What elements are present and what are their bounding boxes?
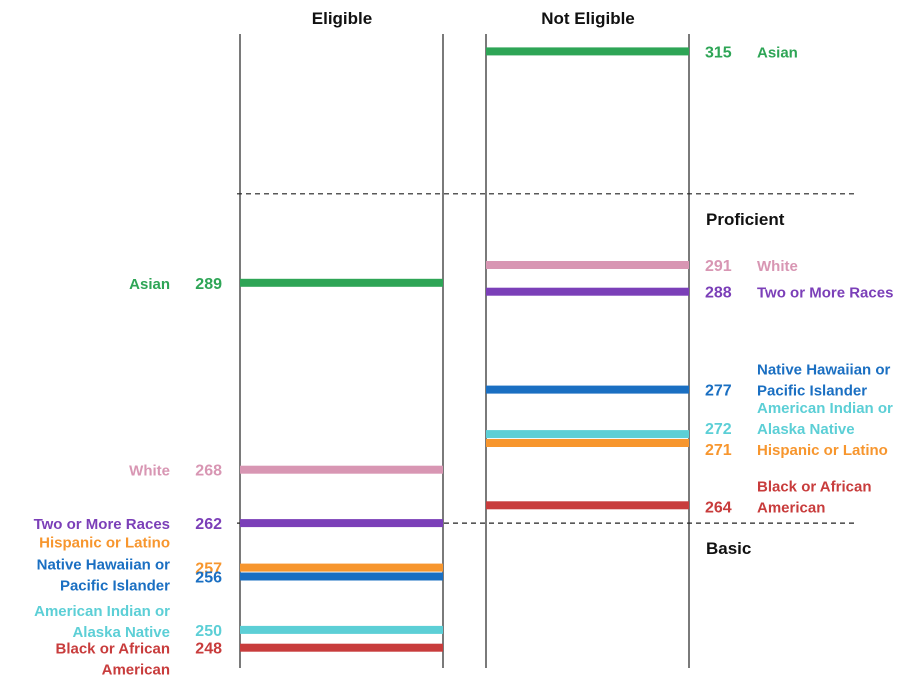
group-label-eligible-black-or-african-american-line-2: American (102, 662, 170, 676)
group-label-eligible-hispanic-or-latino: Hispanic or Latino (39, 535, 170, 552)
bar-not-eligible-two-or-more-races (486, 287, 689, 296)
value-label-eligible-american-indian-or-alaska-native: 250 (195, 623, 222, 640)
group-label-not-eligible-black-or-african-american-line-1: Black or African (757, 478, 872, 495)
value-label-not-eligible-native-hawaiian-or-pacific-islander: 277 (705, 383, 732, 400)
bar-eligible-two-or-more-races (240, 519, 443, 528)
bar-not-eligible-native-hawaiian-or-pacific-islander (486, 385, 689, 394)
bar-eligible-hispanic-or-latino (240, 563, 443, 572)
group-label-not-eligible-asian: Asian (757, 44, 798, 61)
chart-bars (240, 47, 689, 652)
value-label-not-eligible-hispanic-or-latino: 271 (705, 442, 732, 459)
bar-not-eligible-american-indian-or-alaska-native (486, 430, 689, 439)
value-label-not-eligible-black-or-african-american: 264 (705, 499, 732, 516)
group-label-eligible-two-or-more-races: Two or More Races (34, 516, 170, 533)
bar-eligible-asian (240, 278, 443, 287)
group-label-not-eligible-black-or-african-american-line-2: American (757, 499, 825, 516)
group-label-not-eligible-native-hawaiian-or-pacific-islander-line-2: Pacific Islander (757, 383, 867, 400)
bar-not-eligible-asian (486, 47, 689, 56)
column-title-eligible: Eligible (312, 9, 372, 28)
value-label-not-eligible-american-indian-or-alaska-native: 272 (705, 421, 732, 438)
group-label-not-eligible-hispanic-or-latino: Hispanic or Latino (757, 442, 888, 459)
bar-eligible-white (240, 465, 443, 474)
column-title-not-eligible: Not Eligible (541, 9, 635, 28)
value-label-eligible-asian: 289 (195, 276, 222, 293)
group-label-eligible-white: White (129, 463, 170, 480)
chart-labels: 289 Asian 315 Asian 268 White 291 White 262 Two o… (34, 44, 894, 676)
threshold-label-basic: Basic (706, 539, 751, 558)
value-label-eligible-two-or-more-races: 262 (195, 516, 222, 533)
value-label-not-eligible-asian: 315 (705, 44, 732, 61)
group-label-eligible-native-hawaiian-or-pacific-islander-line-1: Native Hawaiian or (37, 557, 171, 574)
bar-eligible-american-indian-or-alaska-native (240, 625, 443, 634)
value-label-eligible-hispanic-or-latino: 257 (195, 561, 222, 578)
value-label-eligible-native-hawaiian-or-pacific-islander: 256 (195, 570, 222, 587)
threshold-label-proficient: Proficient (706, 210, 785, 229)
group-label-eligible-native-hawaiian-or-pacific-islander-line-2: Pacific Islander (60, 578, 170, 595)
bar-not-eligible-hispanic-or-latino (486, 439, 689, 447)
bar-not-eligible-black-or-african-american (486, 501, 689, 510)
group-label-eligible-asian: Asian (129, 276, 170, 293)
group-label-not-eligible-native-hawaiian-or-pacific-islander-line-1: Native Hawaiian or (757, 362, 891, 379)
group-label-not-eligible-two-or-more-races: Two or More Races (757, 285, 893, 302)
group-label-not-eligible-white: White (757, 258, 798, 275)
group-label-eligible-american-indian-or-alaska-native-line-2: Alaska Native (72, 624, 170, 641)
bar-not-eligible-white (486, 261, 689, 269)
group-label-eligible-american-indian-or-alaska-native-line-1: American Indian or (34, 603, 170, 620)
value-label-not-eligible-two-or-more-races: 288 (705, 285, 732, 302)
value-label-eligible-black-or-african-american: 248 (195, 641, 222, 658)
bar-eligible-native-hawaiian-or-pacific-islander (240, 572, 443, 581)
value-label-not-eligible-white: 291 (705, 258, 732, 275)
group-label-not-eligible-american-indian-or-alaska-native-line-1: American Indian or (757, 400, 893, 417)
value-label-eligible-white: 268 (195, 463, 222, 480)
group-label-not-eligible-american-indian-or-alaska-native-line-2: Alaska Native (757, 421, 855, 438)
group-label-eligible-black-or-african-american-line-1: Black or African (56, 641, 171, 658)
bar-eligible-black-or-african-american (240, 643, 443, 652)
